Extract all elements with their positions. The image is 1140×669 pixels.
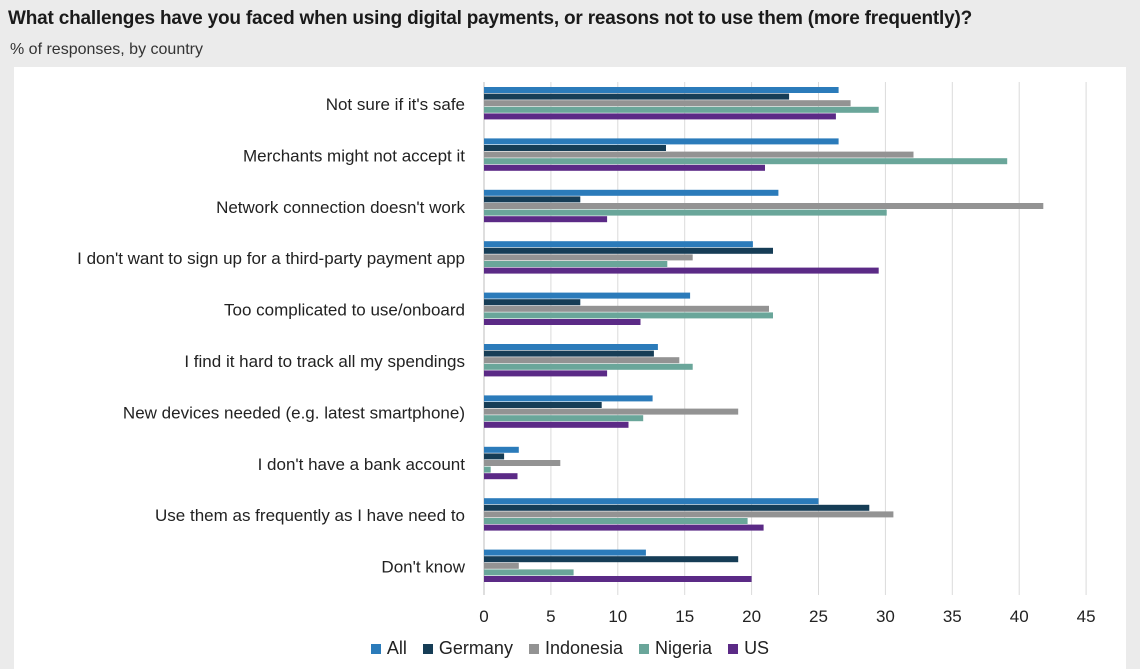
category-label: Merchants might not accept it [243,146,465,165]
bar [484,415,644,422]
category-label: Not sure if it's safe [326,95,465,114]
x-tick-labels: 0 5 10 15 20 25 30 35 40 45 [479,607,1095,626]
chart-subtitle: % of responses, by country [10,41,203,58]
bar [484,113,836,120]
bar [484,267,879,274]
bar [484,138,839,145]
bar [484,241,753,248]
chart-panel: Not sure if it's safe Merchants might not… [14,67,1126,669]
category-labels: Not sure if it's safe Merchants might not… [77,95,466,577]
x-tick-label: 5 [546,607,555,626]
category-label: Use them as frequently as I have need to [155,506,465,525]
bar [484,421,629,428]
bar [484,196,581,203]
bar [484,261,668,267]
x-tick-label: 10 [608,607,627,626]
bar [484,466,491,473]
bar [484,93,790,100]
bar [484,247,773,254]
legend-swatch [639,643,650,654]
bar [484,350,654,357]
category-label: Network connection doesn't work [216,198,465,217]
bar [484,344,658,350]
bar [484,209,887,216]
bar [484,460,561,466]
legend-label: All [386,638,407,658]
bar [484,87,839,93]
x-tick-label: 45 [1077,607,1096,626]
bar [484,549,646,556]
bar [484,158,1008,165]
bar [484,189,779,196]
bar [484,363,693,370]
bar-chart: Not sure if it's safe Merchants might not… [77,82,1096,626]
bar [484,402,602,408]
bar [484,408,739,415]
bar [484,319,641,325]
bar [484,473,518,480]
chart-title: What challenges have you faced when usin… [8,8,973,29]
bar [484,106,879,113]
x-tick-label: 20 [742,607,761,626]
bar [484,446,519,453]
legend-item: Nigeria [639,638,712,659]
bar [484,576,752,582]
x-tick-label: 40 [1010,607,1029,626]
legend-label: Nigeria [655,638,713,658]
category-label: Don't know [381,558,465,577]
bar [484,518,748,524]
bar [484,370,608,377]
bar [484,357,680,364]
legend-swatch [370,643,381,654]
legend-swatch [422,643,433,654]
x-tick-label: 25 [809,607,828,626]
bar [484,453,505,460]
legend-item: Indonesia [528,638,624,659]
bar [484,305,769,312]
bar [484,151,914,158]
bar [484,292,691,299]
bar [484,395,653,402]
category-label: New devices needed (e.g. latest smartpho… [123,403,465,422]
bar [484,299,581,306]
legend-label: Germany [438,638,513,658]
category-label: Too complicated to use/onboard [224,301,465,320]
x-tick-label: 0 [479,607,488,626]
legend-item: All [370,638,407,659]
x-tick-label: 15 [675,607,694,626]
category-label: I don't have a bank account [258,455,466,474]
legend-item: Germany [422,638,513,659]
bar [484,556,739,563]
legend-item: US [728,638,769,659]
legend-swatch [528,643,539,654]
bar [484,524,764,531]
bar [484,254,693,261]
bar [484,145,666,151]
bar [484,504,870,511]
bars [484,87,1044,582]
legend: All Germany Indonesia Nigeria US [0,638,1140,659]
legend-swatch [728,643,739,654]
x-tick-label: 35 [943,607,962,626]
x-tick-label: 30 [876,607,895,626]
bar [484,100,851,107]
bar [484,164,765,171]
bar [484,216,608,223]
bar [484,498,819,505]
legend-label: Indonesia [544,638,624,658]
bar [484,203,1044,209]
category-label: I find it hard to track all my spendings [184,352,465,371]
legend-label: US [744,638,770,658]
bar [484,511,894,518]
bar [484,569,574,576]
bar [484,562,519,569]
category-label: I don't want to sign up for a third-part… [77,249,465,268]
bar [484,312,773,319]
